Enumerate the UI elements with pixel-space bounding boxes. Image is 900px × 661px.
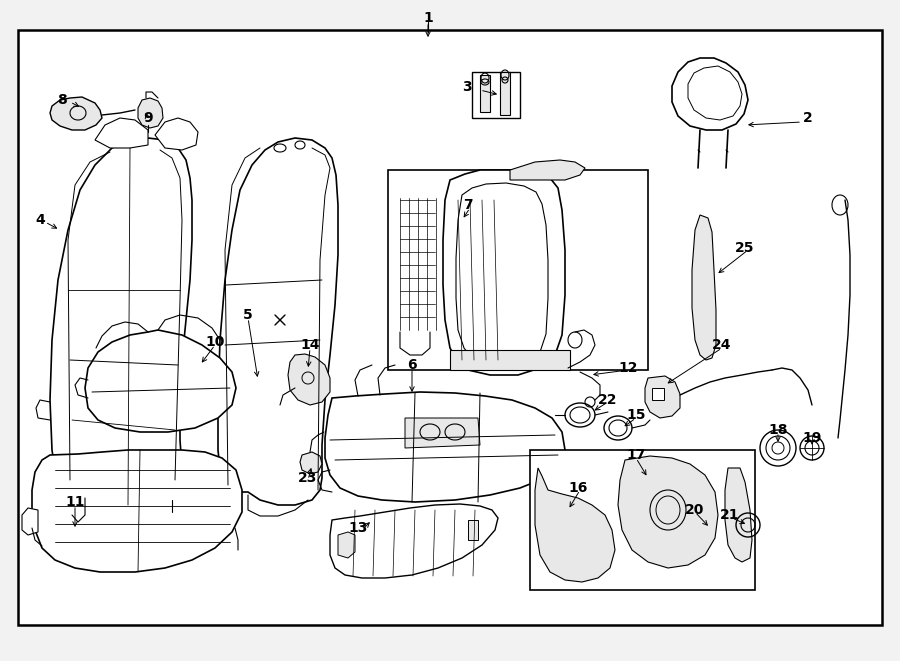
- Polygon shape: [138, 98, 163, 128]
- Polygon shape: [535, 468, 615, 582]
- Polygon shape: [725, 468, 752, 562]
- Polygon shape: [288, 354, 330, 405]
- Text: 20: 20: [685, 503, 705, 517]
- Polygon shape: [338, 532, 355, 558]
- Polygon shape: [472, 72, 520, 118]
- Polygon shape: [692, 215, 716, 360]
- Text: 22: 22: [598, 393, 617, 407]
- Polygon shape: [450, 350, 570, 370]
- Text: 15: 15: [626, 408, 646, 422]
- Polygon shape: [645, 376, 680, 418]
- Text: 3: 3: [463, 80, 472, 94]
- Text: 1: 1: [423, 11, 433, 25]
- Text: 4: 4: [35, 213, 45, 227]
- Text: 7: 7: [464, 198, 472, 212]
- Polygon shape: [530, 450, 755, 590]
- Text: 10: 10: [205, 335, 225, 349]
- Polygon shape: [22, 508, 38, 535]
- Polygon shape: [18, 30, 882, 625]
- Polygon shape: [468, 520, 478, 540]
- Text: 6: 6: [407, 358, 417, 372]
- Polygon shape: [50, 97, 102, 130]
- Text: 25: 25: [735, 241, 755, 255]
- Text: 18: 18: [769, 423, 788, 437]
- Polygon shape: [480, 75, 490, 112]
- Polygon shape: [325, 392, 565, 502]
- Polygon shape: [652, 388, 664, 400]
- Text: 11: 11: [65, 495, 85, 509]
- Text: 21: 21: [720, 508, 740, 522]
- Polygon shape: [330, 504, 498, 578]
- Polygon shape: [388, 170, 648, 370]
- Polygon shape: [688, 66, 742, 120]
- Text: 13: 13: [348, 521, 368, 535]
- Text: 24: 24: [712, 338, 732, 352]
- Text: 5: 5: [243, 308, 253, 322]
- Polygon shape: [618, 456, 718, 568]
- Text: 17: 17: [626, 448, 645, 462]
- Polygon shape: [500, 72, 510, 115]
- Text: 2: 2: [803, 111, 813, 125]
- Text: 12: 12: [618, 361, 638, 375]
- Polygon shape: [155, 118, 198, 150]
- Polygon shape: [443, 170, 565, 375]
- Polygon shape: [672, 58, 748, 130]
- Polygon shape: [85, 330, 236, 432]
- Polygon shape: [95, 118, 148, 148]
- Text: 19: 19: [802, 431, 822, 445]
- Polygon shape: [218, 138, 338, 505]
- Text: 14: 14: [301, 338, 320, 352]
- Polygon shape: [50, 138, 192, 505]
- Polygon shape: [300, 452, 322, 474]
- Polygon shape: [32, 450, 242, 572]
- Polygon shape: [456, 183, 548, 366]
- Polygon shape: [510, 160, 585, 180]
- Text: 16: 16: [568, 481, 588, 495]
- Text: 23: 23: [298, 471, 318, 485]
- Polygon shape: [405, 418, 480, 448]
- Text: 8: 8: [57, 93, 67, 107]
- Text: 9: 9: [143, 111, 153, 125]
